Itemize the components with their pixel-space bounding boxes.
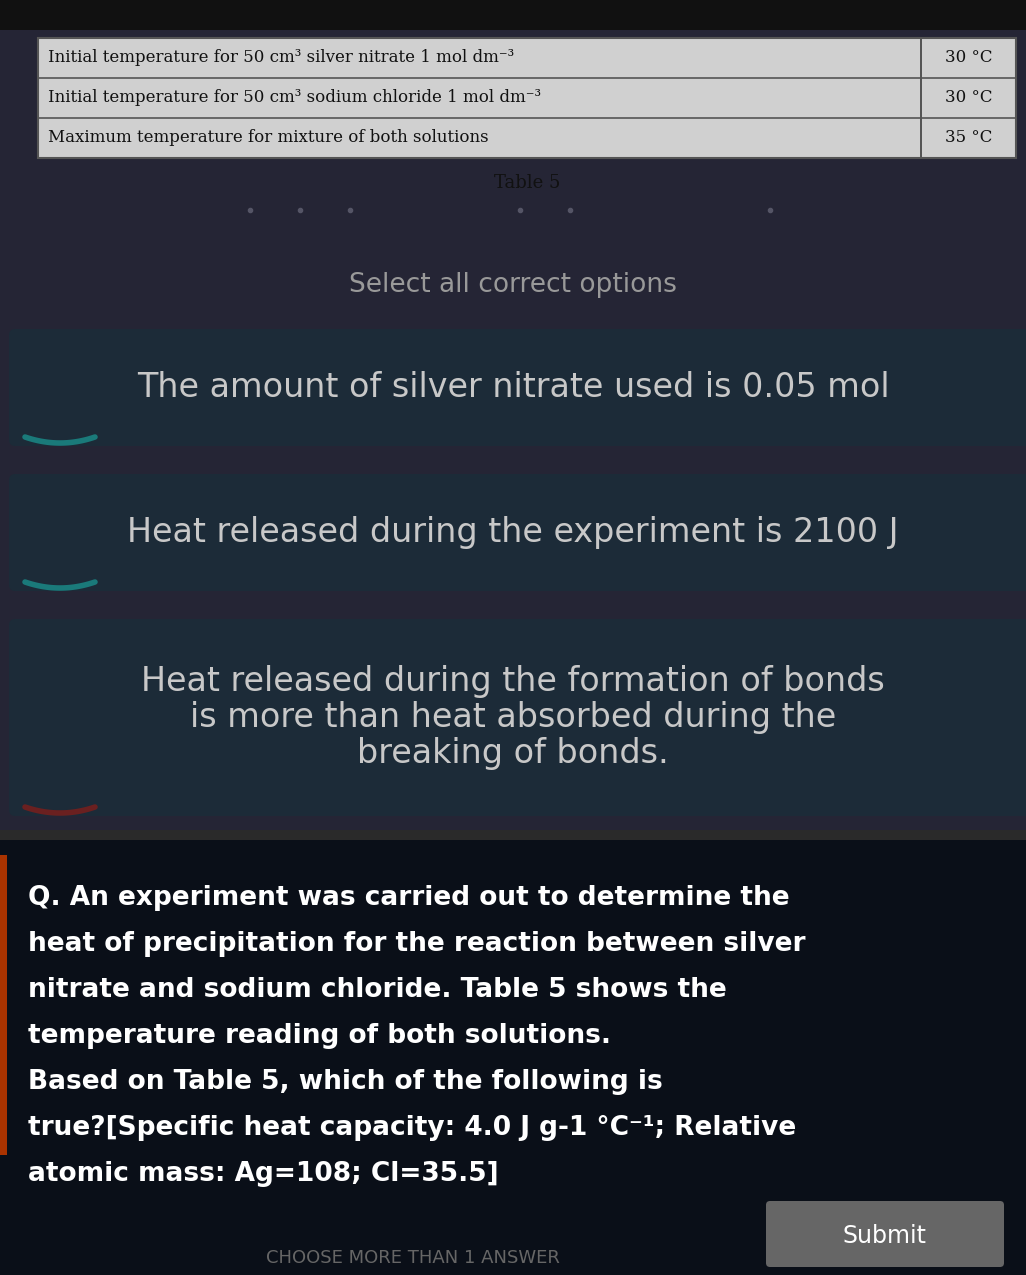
Text: Based on Table 5, which of the following is: Based on Table 5, which of the following… — [28, 1068, 663, 1095]
Text: Maximum temperature for mixture of both solutions: Maximum temperature for mixture of both … — [48, 130, 488, 147]
FancyBboxPatch shape — [38, 38, 1016, 158]
Text: temperature reading of both solutions.: temperature reading of both solutions. — [28, 1023, 611, 1049]
FancyBboxPatch shape — [766, 1201, 1004, 1267]
FancyBboxPatch shape — [9, 474, 1026, 592]
FancyBboxPatch shape — [0, 840, 1026, 1275]
Text: 30 °C: 30 °C — [945, 89, 992, 107]
Text: Table 5: Table 5 — [494, 173, 560, 193]
Text: true?[Specific heat capacity: 4.0 J g-1 °C⁻¹; Relative: true?[Specific heat capacity: 4.0 J g-1 … — [28, 1116, 796, 1141]
Text: 30 °C: 30 °C — [945, 50, 992, 66]
Text: atomic mass: Ag=108; Cl=35.5]: atomic mass: Ag=108; Cl=35.5] — [28, 1162, 499, 1187]
Text: nitrate and sodium chloride. Table 5 shows the: nitrate and sodium chloride. Table 5 sho… — [28, 977, 726, 1003]
Text: Select all correct options: Select all correct options — [349, 272, 677, 298]
Text: Heat released during the experiment is 2100 J: Heat released during the experiment is 2… — [127, 516, 899, 550]
Text: Initial temperature for 50 cm³ sodium chloride 1 mol dm⁻³: Initial temperature for 50 cm³ sodium ch… — [48, 89, 541, 107]
FancyBboxPatch shape — [0, 856, 7, 1155]
Text: Heat released during the formation of bonds: Heat released during the formation of bo… — [142, 666, 884, 697]
FancyBboxPatch shape — [0, 0, 1026, 31]
Text: The amount of silver nitrate used is 0.05 mol: The amount of silver nitrate used is 0.0… — [136, 371, 890, 404]
Text: CHOOSE MORE THAN 1 ANSWER: CHOOSE MORE THAN 1 ANSWER — [266, 1250, 560, 1267]
Text: Q. An experiment was carried out to determine the: Q. An experiment was carried out to dete… — [28, 885, 790, 912]
Text: heat of precipitation for the reaction between silver: heat of precipitation for the reaction b… — [28, 931, 805, 958]
Text: is more than heat absorbed during the: is more than heat absorbed during the — [190, 701, 836, 734]
FancyBboxPatch shape — [9, 618, 1026, 816]
Text: breaking of bonds.: breaking of bonds. — [357, 737, 669, 770]
Text: 35 °C: 35 °C — [945, 130, 992, 147]
Text: Initial temperature for 50 cm³ silver nitrate 1 mol dm⁻³: Initial temperature for 50 cm³ silver ni… — [48, 50, 514, 66]
FancyBboxPatch shape — [0, 31, 1026, 830]
Text: Submit: Submit — [843, 1224, 928, 1248]
FancyBboxPatch shape — [9, 329, 1026, 446]
